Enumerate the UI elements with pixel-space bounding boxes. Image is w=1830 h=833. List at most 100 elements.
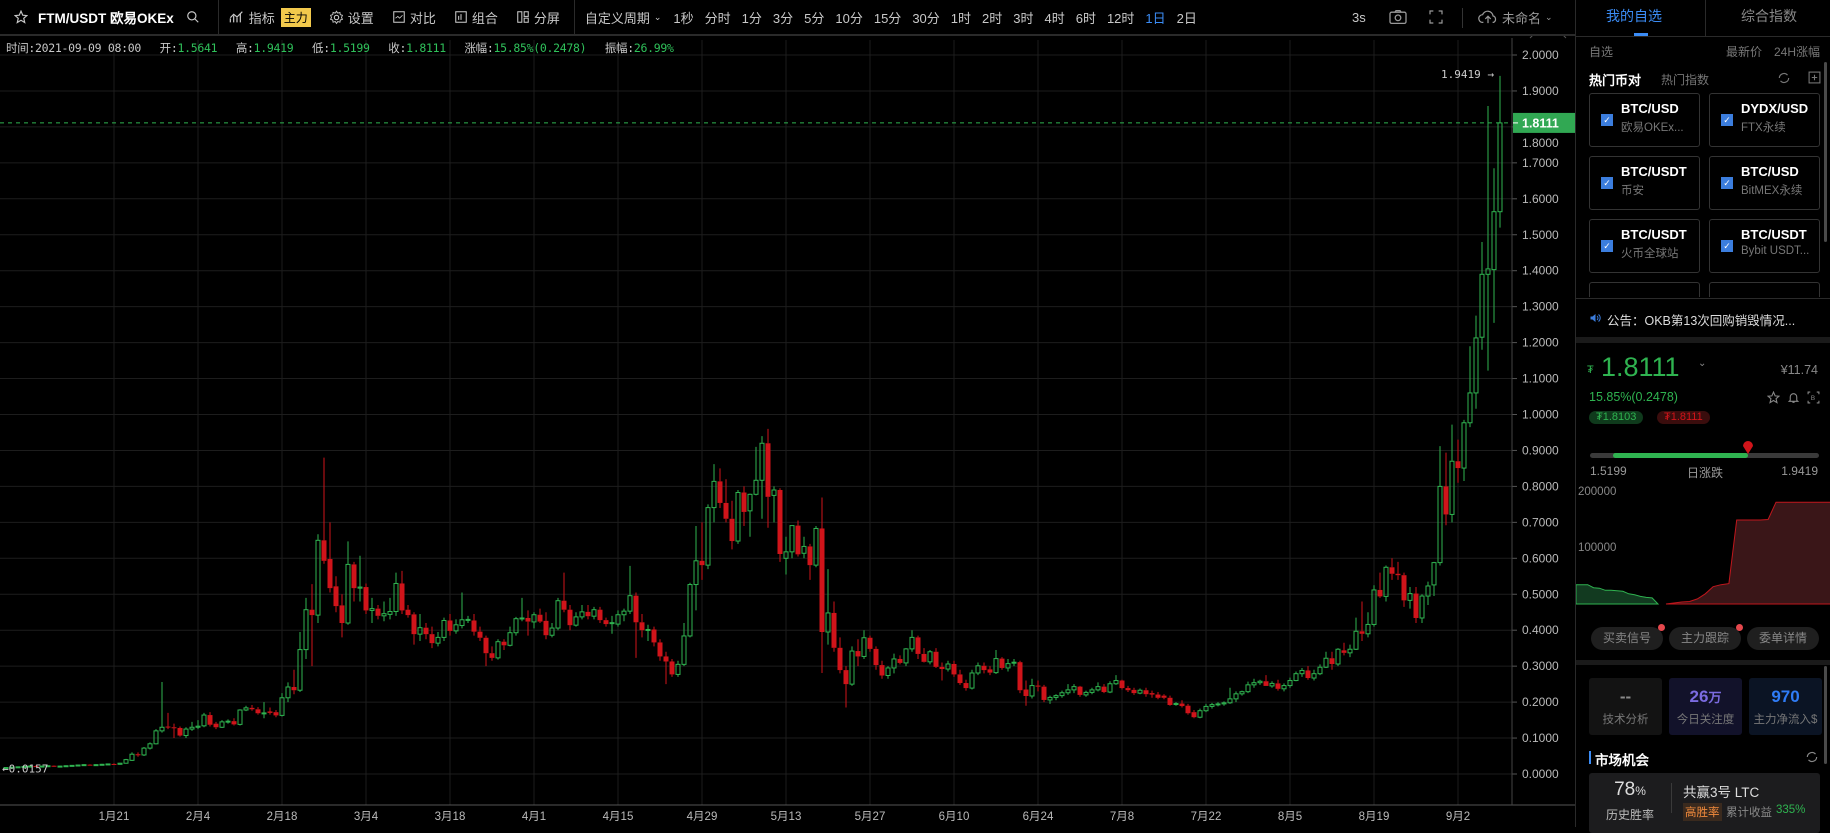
candle[interactable] [831, 601, 837, 652]
announcement-link[interactable]: 公告：OKB第13次回购销毁情况... [1607, 314, 1796, 328]
candle[interactable] [651, 626, 657, 647]
candle[interactable] [969, 669, 975, 690]
candle[interactable] [279, 693, 285, 717]
candle[interactable] [1407, 587, 1413, 609]
candle[interactable] [699, 522, 705, 580]
candle[interactable] [669, 658, 675, 677]
compare-button[interactable]: 对比 [392, 8, 436, 27]
candle[interactable] [165, 712, 171, 730]
candle[interactable] [657, 639, 663, 661]
candle[interactable] [357, 555, 363, 602]
period-tab[interactable]: 1分 [741, 10, 762, 26]
candle[interactable] [225, 719, 231, 724]
refresh-interval[interactable]: 3s [1352, 9, 1366, 25]
candle[interactable] [639, 614, 645, 638]
candle[interactable] [207, 712, 213, 727]
candle[interactable] [891, 653, 897, 674]
candle[interactable] [261, 702, 267, 719]
tab-my-watchlist[interactable]: 我的自选 [1606, 8, 1662, 24]
candle[interactable] [303, 597, 309, 659]
candle[interactable] [273, 710, 279, 718]
favorite-button[interactable] [14, 10, 28, 24]
candle[interactable] [1479, 241, 1485, 350]
candle[interactable] [603, 617, 609, 627]
candle[interactable] [201, 712, 207, 728]
candle[interactable] [693, 525, 699, 611]
refresh-icon[interactable] [1805, 750, 1819, 764]
candle[interactable] [69, 764, 75, 767]
candle[interactable] [879, 660, 885, 679]
candle[interactable] [471, 614, 477, 636]
candle[interactable] [1491, 168, 1497, 323]
chevron-down-icon[interactable]: ⌄ [1698, 358, 1707, 369]
candle[interactable] [21, 765, 27, 768]
period-tab[interactable]: 30分 [912, 10, 940, 26]
candle[interactable] [1245, 681, 1251, 694]
period-tab[interactable]: 5分 [804, 10, 825, 26]
candle[interactable] [1173, 702, 1179, 706]
candle[interactable] [1215, 702, 1221, 707]
period-tab[interactable]: 1日 [1145, 10, 1166, 26]
candle[interactable] [351, 561, 357, 602]
candle[interactable] [1467, 346, 1473, 428]
candle[interactable] [987, 666, 993, 676]
candle[interactable] [1395, 561, 1401, 580]
candle[interactable] [981, 662, 987, 674]
candle[interactable] [285, 682, 291, 703]
candle[interactable] [3, 767, 9, 770]
candle[interactable] [1335, 648, 1341, 667]
candle[interactable] [447, 614, 453, 636]
period-tab[interactable]: 2时 [982, 10, 1003, 26]
candle[interactable] [1287, 677, 1293, 688]
candle[interactable] [1191, 710, 1197, 719]
search-icon[interactable] [186, 10, 200, 24]
action-button[interactable]: 主力跟踪 [1669, 624, 1743, 650]
candle[interactable] [615, 610, 621, 627]
candle[interactable] [1155, 692, 1161, 700]
candle[interactable] [1443, 452, 1449, 526]
pair-card[interactable]: ✓ BTC/USDT Bybit USDT... [1709, 219, 1820, 273]
tab-hot-indices[interactable]: 热门指数 [1661, 73, 1710, 87]
candle[interactable] [1041, 684, 1047, 703]
candle[interactable] [717, 468, 723, 508]
stat-card[interactable]: 26万 今日关注度 [1669, 678, 1742, 735]
checkbox-checked-icon[interactable]: ✓ [1601, 177, 1613, 189]
candle[interactable] [375, 605, 381, 620]
candle[interactable] [999, 657, 1005, 670]
candle[interactable] [1413, 587, 1419, 624]
candle[interactable] [1371, 585, 1377, 627]
checkbox-checked-icon[interactable]: ✓ [1601, 114, 1613, 126]
period-tab[interactable]: 1秒 [673, 10, 694, 26]
candle[interactable] [723, 479, 729, 523]
candle[interactable] [849, 646, 855, 686]
candle[interactable] [1005, 658, 1011, 672]
pair-card[interactable] [1589, 282, 1700, 297]
candle[interactable] [507, 626, 513, 647]
b-box-icon[interactable]: B [1807, 391, 1820, 404]
candle[interactable] [1317, 664, 1323, 676]
candle[interactable] [975, 662, 981, 676]
candle[interactable] [687, 582, 693, 638]
candle[interactable] [1419, 594, 1425, 624]
indicator-button[interactable]: 指标 主力 [229, 7, 311, 27]
candle[interactable] [1323, 651, 1329, 668]
candle[interactable] [111, 763, 117, 765]
candle[interactable] [291, 669, 297, 695]
candle[interactable] [123, 758, 129, 764]
candle[interactable] [441, 617, 447, 641]
candle[interactable] [1071, 684, 1077, 694]
candle[interactable] [1161, 694, 1167, 700]
candle[interactable] [231, 718, 237, 726]
checkbox-checked-icon[interactable]: ✓ [1721, 240, 1733, 252]
candle[interactable] [177, 726, 183, 737]
candle[interactable] [1389, 558, 1395, 580]
candle[interactable] [81, 764, 87, 767]
candle[interactable] [1263, 675, 1269, 686]
candle[interactable] [63, 765, 69, 768]
candle[interactable] [933, 648, 939, 668]
candle[interactable] [903, 648, 909, 667]
candle[interactable] [405, 605, 411, 618]
candle[interactable] [1023, 680, 1029, 706]
custom-period-dropdown[interactable]: 自定义周期 ⌄ [585, 8, 662, 27]
candle[interactable] [1143, 687, 1149, 697]
